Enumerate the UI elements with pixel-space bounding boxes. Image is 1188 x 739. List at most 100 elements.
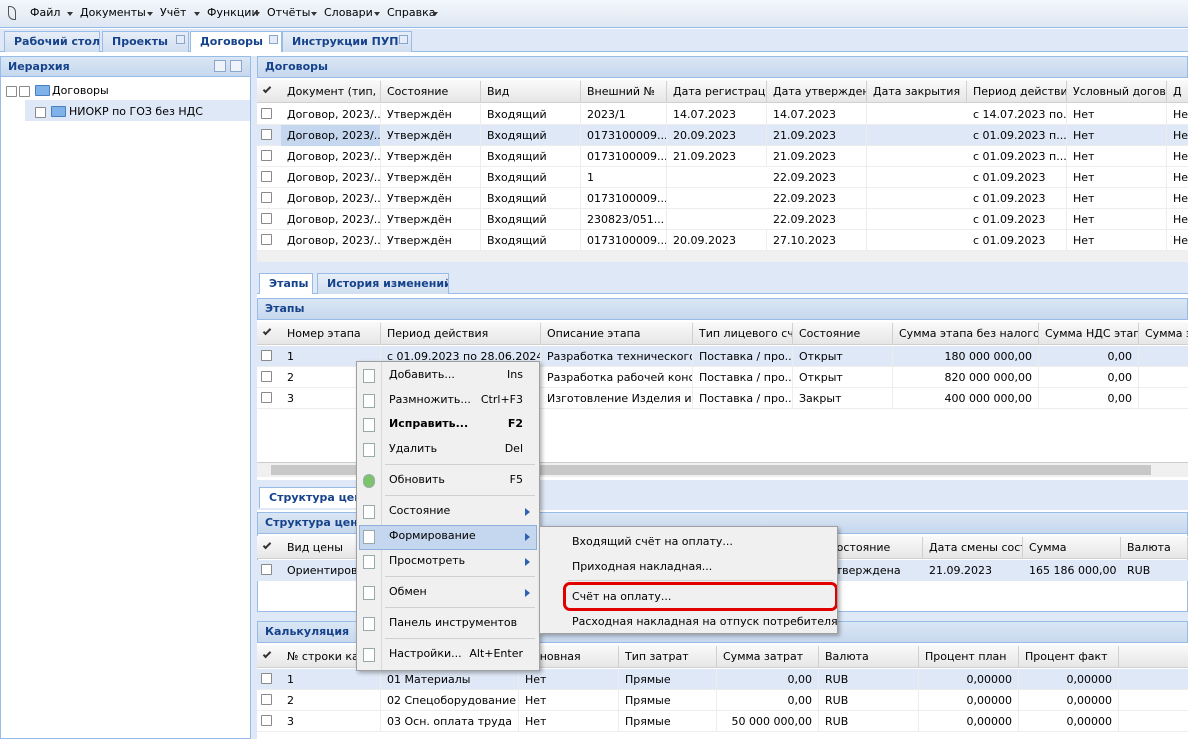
column-header[interactable]: Сумма НДС этапа (1039, 323, 1139, 344)
column-header[interactable]: Процент факт (1019, 646, 1119, 667)
submenu-item[interactable]: Счёт на оплату... (572, 590, 672, 603)
menu-item[interactable]: Документы (80, 6, 146, 19)
checkbox[interactable] (261, 129, 272, 140)
menu-item-label[interactable]: Обмен (389, 585, 427, 598)
column-header[interactable]: Тип затрат (619, 646, 717, 667)
panel-tool[interactable] (230, 60, 242, 72)
column-header[interactable]: Период действия (381, 323, 541, 344)
menu-item[interactable]: Словари (324, 6, 373, 19)
column-header[interactable]: Состояние (823, 537, 923, 558)
column-header[interactable]: Сумма этапа без налогов (893, 323, 1039, 344)
column-header[interactable]: Сумма (1023, 537, 1121, 558)
grid-cell: Утверждён (381, 167, 481, 188)
grid-row[interactable] (257, 188, 1188, 209)
tab-close[interactable] (269, 35, 278, 44)
column-header[interactable]: Дата утверждения (767, 81, 867, 102)
grid-row[interactable] (257, 146, 1188, 167)
grid-cell: Прямые (619, 690, 717, 711)
scrollbar[interactable] (257, 250, 1188, 262)
checkbox[interactable] (19, 86, 30, 97)
submenu-item[interactable]: Расходная накладная на отпуск потребител… (572, 615, 838, 628)
submenu-arrow (525, 508, 530, 516)
tree-node[interactable]: Договоры (52, 84, 109, 97)
checkbox[interactable] (35, 107, 46, 118)
checkbox[interactable] (261, 694, 272, 705)
menu-item[interactable]: Файл (30, 6, 61, 19)
checkbox[interactable] (261, 213, 272, 224)
column-header[interactable]: Состояние (793, 323, 893, 344)
column-header[interactable]: Д (1167, 81, 1188, 102)
column-header[interactable]: Описание этапа (541, 323, 693, 344)
grid-row[interactable] (257, 209, 1188, 230)
tree-node[interactable]: НИОКР по ГОЗ без НДС (69, 105, 203, 118)
column-header[interactable]: Валюта (1121, 537, 1188, 558)
checkbox[interactable] (261, 673, 272, 684)
checkbox[interactable] (261, 715, 272, 726)
menu-item-label[interactable]: Обновить (389, 473, 445, 486)
grid-cell: 0173100009... (581, 125, 667, 146)
column-header[interactable]: Документ (тип, № (281, 81, 381, 102)
tab[interactable]: Договоры (190, 31, 282, 52)
checkbox[interactable] (261, 234, 272, 245)
column-header[interactable]: Номер этапа (281, 323, 381, 344)
checkbox[interactable] (261, 192, 272, 203)
checkbox[interactable] (261, 108, 272, 119)
column-header[interactable]: Условный договор (1067, 81, 1167, 102)
menu-item-label[interactable]: Панель инструментов (389, 616, 518, 629)
grid-row[interactable] (257, 388, 1188, 409)
submenu-item[interactable]: Входящий счёт на оплату... (572, 535, 733, 548)
checkbox[interactable] (6, 86, 17, 97)
checkbox[interactable] (261, 150, 272, 161)
tab-close[interactable] (399, 35, 408, 44)
tab-close[interactable] (176, 35, 185, 44)
column-header[interactable]: Дата регистрации (667, 81, 767, 102)
menu-item-label[interactable]: Состояние (389, 504, 451, 517)
grid-row[interactable] (257, 367, 1188, 388)
grid-row[interactable] (257, 125, 1188, 146)
column-header[interactable]: Вид (481, 81, 581, 102)
panel-tool[interactable] (214, 60, 226, 72)
checkbox[interactable] (261, 171, 272, 182)
checkbox[interactable] (261, 392, 272, 403)
column-header[interactable]: Сумма затрат (717, 646, 819, 667)
column-header[interactable]: Тип лицевого счёт (693, 323, 793, 344)
grid-row[interactable] (257, 167, 1188, 188)
column-header[interactable]: Состояние (381, 81, 481, 102)
column-header[interactable]: Период действия (967, 81, 1067, 102)
checkbox[interactable] (261, 350, 272, 361)
tab[interactable]: Этапы (259, 273, 313, 294)
grid-row[interactable] (257, 104, 1188, 125)
menu-item-label[interactable]: Просмотреть (389, 554, 466, 567)
column-header[interactable]: Сумма эт (1139, 323, 1188, 344)
menu-item-label[interactable]: Добавить... (389, 368, 455, 381)
column-header[interactable]: Внешний № (581, 81, 667, 102)
grid-cell: 2023/1 (581, 104, 667, 125)
menu-item-label[interactable]: Размножить... (389, 393, 471, 406)
tab[interactable]: Проекты (102, 31, 189, 52)
menu-item-label[interactable]: Настройки... (389, 647, 462, 660)
grid-row[interactable] (257, 711, 1188, 732)
checkbox[interactable] (261, 371, 272, 382)
menu-item[interactable]: Отчёты (267, 6, 311, 19)
tab[interactable]: Рабочий стол (4, 31, 100, 52)
menu-item-label[interactable]: Исправить... (389, 417, 469, 430)
menu-item[interactable]: Справка (387, 6, 436, 19)
column-header[interactable]: Процент план (919, 646, 1019, 667)
menu-item[interactable]: Учёт (160, 6, 187, 19)
menu-item-label[interactable]: Формирование (389, 529, 476, 542)
column-header[interactable]: Валюта (819, 646, 919, 667)
grid-row[interactable] (257, 669, 1188, 690)
submenu-item[interactable]: Приходная накладная... (572, 560, 713, 573)
menu-item-label[interactable]: Удалить (389, 442, 438, 455)
grid-cell: Утверждён (381, 146, 481, 167)
grid-row[interactable] (257, 690, 1188, 711)
tab[interactable]: Инструкции ПУП (282, 31, 412, 52)
column-header[interactable]: Дата смены состо (923, 537, 1023, 558)
column-header[interactable]: Дата закрытия (867, 81, 967, 102)
grid-row[interactable] (257, 230, 1188, 251)
grid-cell: 20.09.2023 (667, 125, 767, 146)
menu-item[interactable]: Функции (207, 6, 259, 19)
checkbox[interactable] (261, 564, 272, 575)
menu-icon (363, 555, 375, 569)
tab[interactable]: История изменений (317, 273, 449, 294)
